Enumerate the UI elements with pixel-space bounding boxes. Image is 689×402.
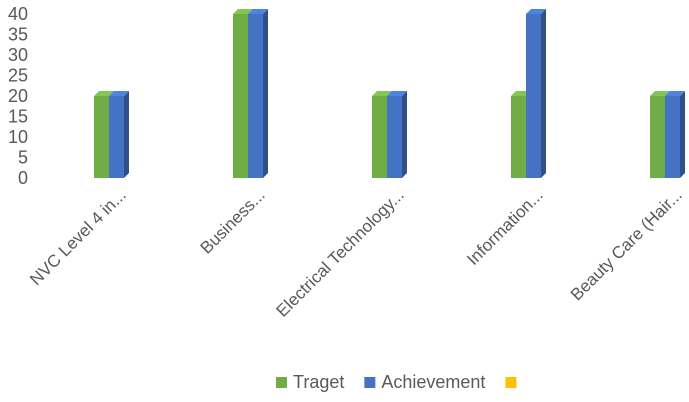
legend-item (505, 377, 517, 388)
y-tick-label: 30 (8, 45, 28, 65)
x-category-label: Electrical Technology... (273, 185, 408, 320)
y-tick-label: 5 (18, 148, 28, 168)
y-tick-label: 10 (8, 127, 28, 147)
x-category-label: Information... (463, 185, 547, 269)
legend-swatch (276, 377, 287, 388)
y-tick-label: 20 (8, 86, 28, 106)
legend-swatch (505, 377, 517, 388)
bar-achievement (109, 91, 129, 178)
bar-achievement (665, 91, 685, 178)
y-tick-label: 35 (8, 25, 28, 45)
bar-achievement (387, 91, 407, 178)
x-category-label: NVC Level 4 in... (26, 185, 130, 289)
bar-achievement (526, 9, 546, 178)
legend: Traget Achievement (276, 372, 517, 392)
x-axis-labels: NVC Level 4 in... Business... Electrical T… (26, 185, 686, 320)
legend-label: Traget (293, 372, 344, 392)
legend-item: Achievement (364, 372, 485, 392)
y-tick-label: 15 (8, 107, 28, 127)
bar-achievement (248, 9, 268, 178)
x-category-label: Business... (197, 185, 269, 257)
y-tick-label: 0 (18, 168, 28, 188)
legend-item: Traget (276, 372, 344, 392)
y-tick-label: 40 (8, 4, 28, 24)
x-category-label: Beauty Care (Hair... (567, 185, 686, 304)
legend-swatch (364, 377, 376, 388)
bars (94, 9, 685, 178)
y-tick-label: 25 (8, 66, 28, 86)
legend-label: Achievement (381, 372, 485, 392)
